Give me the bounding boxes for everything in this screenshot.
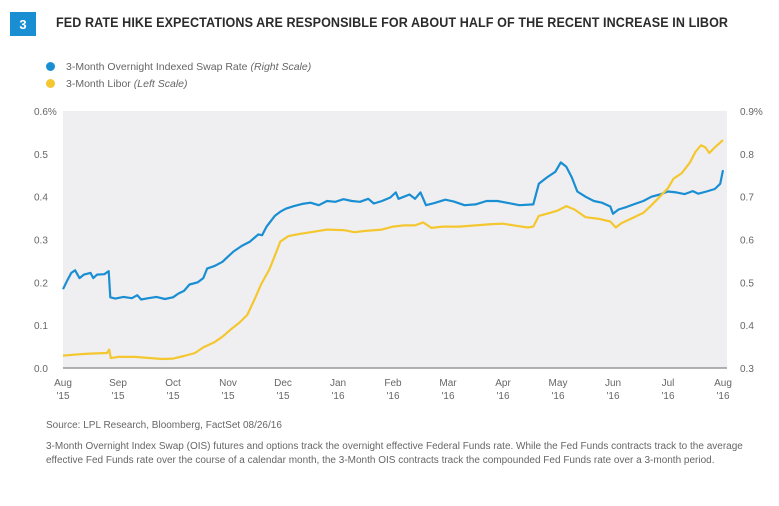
x-tick-month: Aug <box>714 378 732 389</box>
chart-title: FED RATE HIKE EXPECTATIONS ARE RESPONSIB… <box>56 15 729 30</box>
right-tick-label: 0.5 <box>740 278 754 289</box>
left-tick-label: 0.0 <box>34 364 48 375</box>
x-tick-year: '15 <box>276 391 289 402</box>
source-note: Source: LPL Research, Bloomberg, FactSet… <box>46 420 282 431</box>
x-tick-month: Nov <box>219 378 237 389</box>
right-tick-label: 0.6 <box>740 236 754 247</box>
x-tick-month: May <box>549 378 568 389</box>
legend-item-ois: 3-Month Overnight Indexed Swap Rate (Rig… <box>46 58 311 75</box>
x-tick-year: '16 <box>386 391 399 402</box>
x-tick-year: '16 <box>496 391 509 402</box>
x-tick-month: Jun <box>605 378 621 389</box>
x-tick-month: Mar <box>439 378 457 389</box>
right-tick-label: 0.4 <box>740 321 754 332</box>
x-tick-year: '16 <box>331 391 344 402</box>
x-tick-year: '15 <box>111 391 124 402</box>
series-layer <box>62 139 725 361</box>
x-axis: Aug '15 Sep '15 Oct '15 Nov '15 Dec '15 Jan '16 Feb '… <box>54 378 732 402</box>
x-tick-year: '16 <box>441 391 454 402</box>
legend-dot-libor-icon <box>46 79 55 88</box>
x-tick-month: Dec <box>274 378 292 389</box>
left-tick-label: 0.4 <box>34 193 48 204</box>
legend-label-libor: 3-Month Libor <box>66 77 131 90</box>
footnote: 3-Month Overnight Index Swap (OIS) futur… <box>46 441 743 466</box>
legend: 3-Month Overnight Indexed Swap Rate (Rig… <box>46 58 311 92</box>
x-tick-month: Jul <box>662 378 675 389</box>
right-tick-label: 0.8 <box>740 150 754 161</box>
x-tick-year: '16 <box>716 391 729 402</box>
x-tick-year: '16 <box>606 391 619 402</box>
series-line-libor <box>62 139 724 361</box>
left-tick-label: 0.2 <box>34 278 48 289</box>
x-tick-year: '16 <box>661 391 674 402</box>
legend-note-ois: (Right Scale) <box>250 60 312 73</box>
x-tick-month: Sep <box>109 378 127 389</box>
legend-dot-ois-icon <box>46 62 55 71</box>
legend-note-libor: (Left Scale) <box>133 77 188 90</box>
x-tick-month: Jan <box>330 378 346 389</box>
x-tick-month: Oct <box>165 378 181 389</box>
left-tick-label: 0.6% <box>34 107 57 118</box>
x-tick-month: Apr <box>495 378 511 389</box>
x-tick-year: '15 <box>221 391 234 402</box>
left-tick-label: 0.1 <box>34 321 48 332</box>
x-tick-year: '15 <box>166 391 179 402</box>
right-tick-label: 0.7 <box>740 193 754 204</box>
x-tick-year: '16 <box>551 391 564 402</box>
legend-label-ois: 3-Month Overnight Indexed Swap Rate <box>66 60 248 73</box>
series-line-ois <box>62 161 725 301</box>
left-tick-label: 0.3 <box>34 236 48 247</box>
right-axis: 0.3 0.4 0.5 0.6 0.7 0.8 0.9% <box>740 107 763 375</box>
left-axis: 0.0 0.1 0.2 0.3 0.4 0.5 0.6% <box>34 107 57 375</box>
right-tick-label: 0.3 <box>740 364 754 375</box>
x-tick-year: '15 <box>56 391 69 402</box>
x-tick-month: Aug <box>54 378 72 389</box>
x-tick-month: Feb <box>384 378 402 389</box>
left-tick-label: 0.5 <box>34 150 48 161</box>
right-tick-label: 0.9% <box>740 107 763 118</box>
legend-item-libor: 3-Month Libor (Left Scale) <box>46 75 311 92</box>
plot-area <box>63 111 727 368</box>
figure-number-badge: 3 <box>10 12 36 36</box>
line-chart: 0.00.10.20.30.40.50.6% 0.30.40.50.60.70.… <box>34 107 763 402</box>
